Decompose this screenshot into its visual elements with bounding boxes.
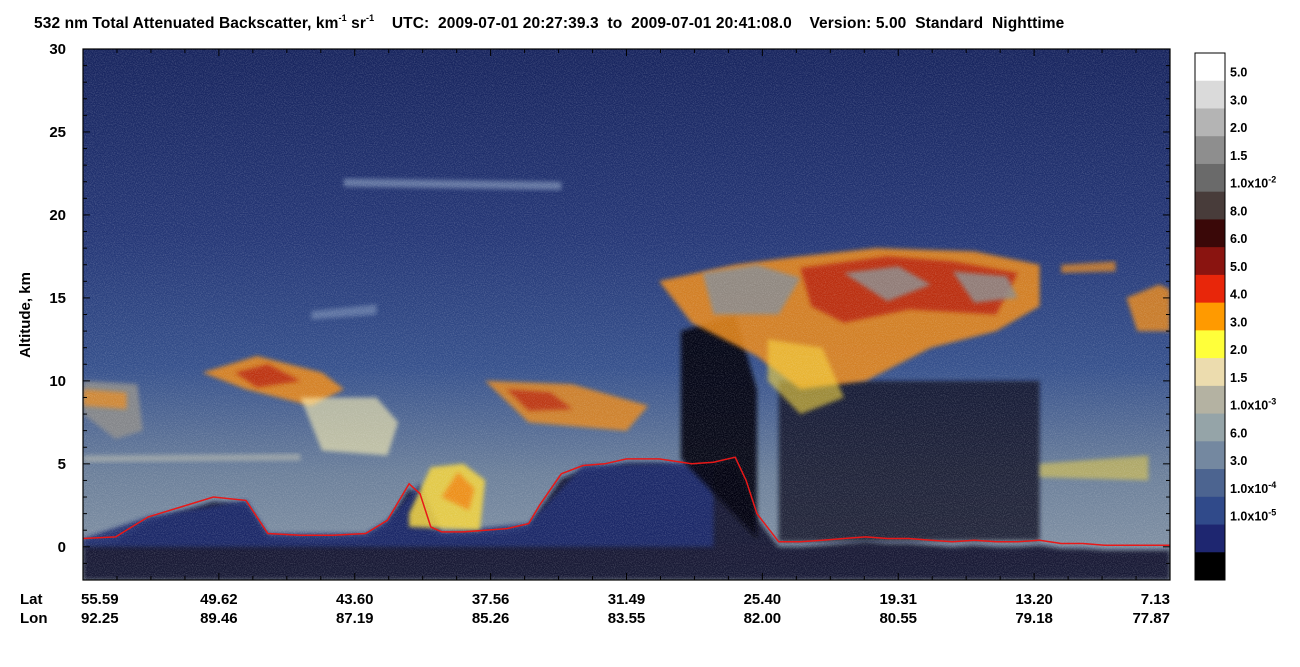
x-tick-label-lat: 37.56 <box>472 591 510 608</box>
chart-title: 532 nm Total Attenuated Backscatter, km-… <box>34 13 1065 33</box>
y-tick-label: 30 <box>49 41 66 58</box>
colorbar-label: 1.0x10-4 <box>1230 480 1276 496</box>
x-tick-label-lon: 79.18 <box>1015 610 1053 627</box>
colorbar-label: 1.0x10-5 <box>1230 508 1276 524</box>
colorbar-band <box>1195 191 1225 220</box>
y-tick-label: 0 <box>58 539 66 556</box>
colorbar-label: 3.0 <box>1230 315 1247 329</box>
colorbar-band <box>1195 108 1225 137</box>
x-tick-label-lon: 80.55 <box>879 610 917 627</box>
colorbar-label: 8.0 <box>1230 204 1247 218</box>
plot-area <box>83 49 1170 580</box>
x-tick-label-lat: 19.31 <box>879 591 917 608</box>
x-tick-label-lat: 7.13 <box>1141 591 1170 608</box>
x-tick-label-lon: 85.26 <box>472 610 510 627</box>
x-axis: Lat 55.59 49.62 43.60 37.56 31.49 25.40 19.31 13… <box>20 49 1171 627</box>
x-tick-label-lon: 77.87 <box>1132 610 1170 627</box>
colorbar-band <box>1195 358 1225 387</box>
colorbar-label: 6.0 <box>1230 232 1247 246</box>
x-tick-label-lat: 13.20 <box>1015 591 1053 608</box>
colorbar-band <box>1195 496 1225 525</box>
colorbar-label: 2.0 <box>1230 121 1247 135</box>
colorbar-band <box>1195 136 1225 165</box>
x-tick-label-lon: 92.25 <box>81 610 119 627</box>
colorbar-label: 5.0 <box>1230 66 1247 80</box>
x-tick-label-lon: 83.55 <box>608 610 646 627</box>
colorbar-band <box>1195 80 1225 109</box>
colorbar-label: 1.5 <box>1230 371 1247 385</box>
colorbar: 5.0 3.0 2.0 1.5 1.0x10-2 8.0 6.0 5.0 4.0 3.0 2.0 1.… <box>1194 52 1276 581</box>
colorbar-label: 1.5 <box>1230 149 1247 163</box>
colorbar-band <box>1195 552 1225 581</box>
x-tick-label-lon: 89.46 <box>200 610 238 627</box>
colorbar-label: 1.0x10-3 <box>1230 397 1276 413</box>
colorbar-label: 6.0 <box>1230 426 1247 440</box>
colorbar-frame <box>1194 52 1226 581</box>
colorbar-band <box>1195 330 1225 359</box>
colorbar-label: 3.0 <box>1230 93 1247 107</box>
colorbar-band <box>1195 524 1225 553</box>
colorbar-label: 4.0 <box>1230 288 1247 302</box>
colorbar-band <box>1195 441 1225 470</box>
colorbar-band <box>1195 163 1225 193</box>
x-tick-label-lat: 25.40 <box>744 591 782 608</box>
x-row-label-lon: Lon <box>20 610 48 627</box>
x-row-label-lat: Lat <box>20 591 43 608</box>
colorbar-band <box>1195 53 1225 82</box>
surface-elevation-line <box>83 456 1170 546</box>
y-axis-title: Altitude, km <box>17 272 34 358</box>
colorbar-label: 1.0x10-2 <box>1230 175 1276 191</box>
y-tick-label: 5 <box>58 456 66 473</box>
x-tick-label-lat: 31.49 <box>608 591 646 608</box>
colorbar-band <box>1195 274 1225 304</box>
x-tick-label-lon: 87.19 <box>336 610 374 627</box>
colorbar-band <box>1195 469 1225 498</box>
x-tick-label-lat: 49.62 <box>200 591 238 608</box>
colorbar-band <box>1195 385 1225 414</box>
y-axis: 0 5 10 15 20 25 30 <box>49 41 1170 581</box>
x-tick-label-lon: 82.00 <box>744 610 782 627</box>
y-tick-label: 10 <box>49 373 66 390</box>
colorbar-band <box>1195 219 1225 248</box>
colorbar-label: 2.0 <box>1230 343 1247 357</box>
colorbar-band <box>1195 413 1225 442</box>
y-tick-label: 15 <box>49 290 66 307</box>
x-tick-label-lat: 43.60 <box>336 591 374 608</box>
x-tick-label-lat: 55.59 <box>81 591 119 608</box>
noise-overlay <box>83 49 1170 580</box>
colorbar-band <box>1195 302 1225 331</box>
y-tick-label: 20 <box>49 207 66 224</box>
colorbar-label: 3.0 <box>1230 454 1247 468</box>
y-tick-label: 25 <box>49 124 66 141</box>
colorbar-label: 5.0 <box>1230 260 1247 274</box>
colorbar-band <box>1195 247 1225 276</box>
